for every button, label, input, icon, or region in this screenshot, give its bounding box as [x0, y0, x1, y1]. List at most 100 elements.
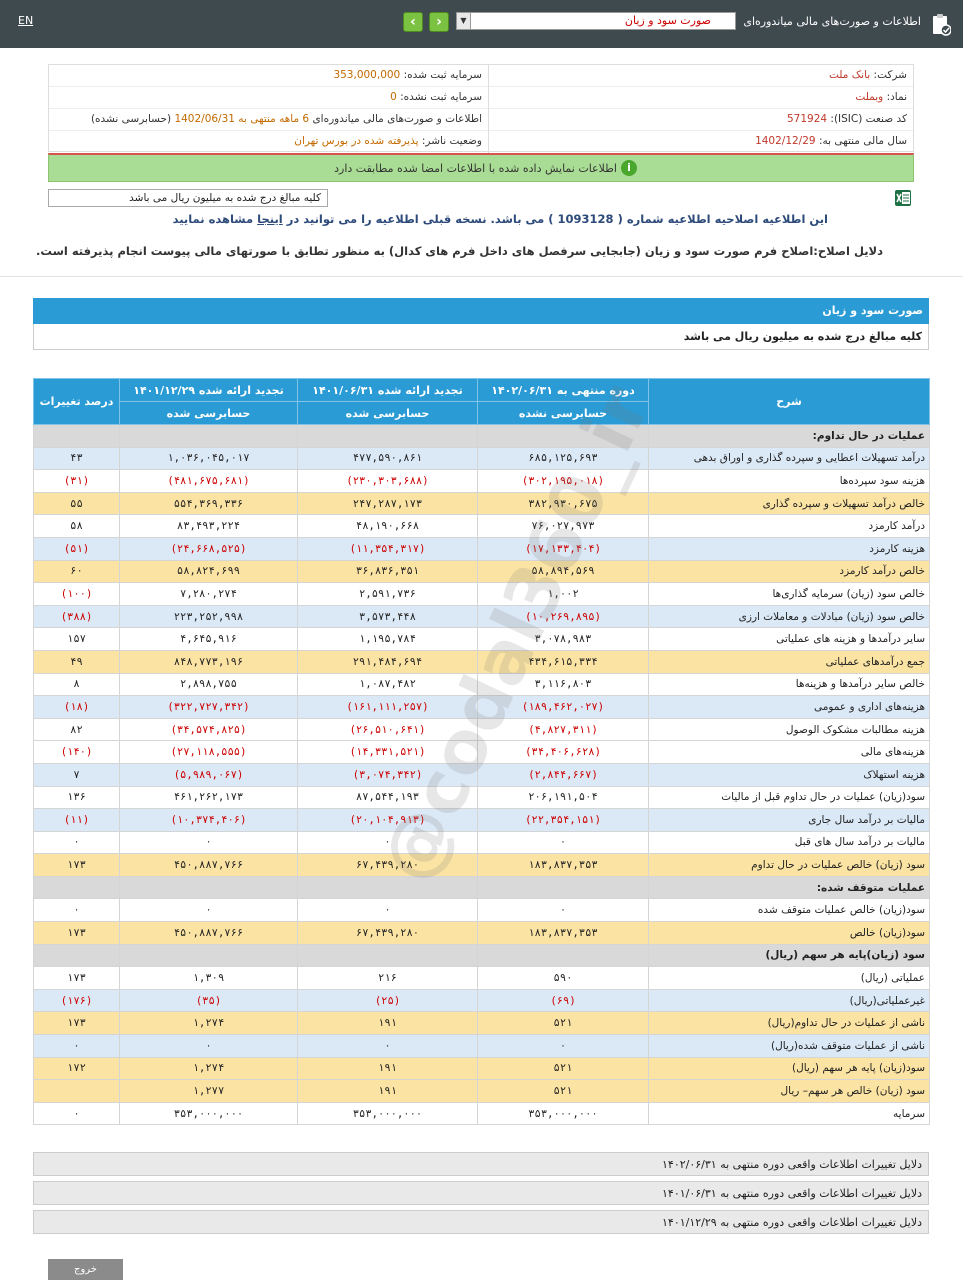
table-row: سود(زیان) عملیات در حال تداوم قبل از مال… [33, 785, 930, 810]
table-row: درآمد کارمزد ۷۶,۰۲۷,۹۷۳ ۴۸,۱۹۰,۶۶۸ ۸۳,۴۹۳,۲… [33, 514, 930, 538]
cell-c3: ۸۳,۴۹۳,۲۲۴ [119, 514, 298, 538]
cell-c2: ۱۹۱ [297, 1079, 478, 1103]
cell-c2: ۰ [297, 1034, 478, 1058]
excel-export-icon[interactable] [894, 189, 912, 207]
unregistered-capital-value: 0 [390, 91, 397, 103]
cell-c1: ۵۲۱ [477, 1079, 649, 1103]
cell-c1: ۵۲۱ [477, 1056, 649, 1081]
table-row: سود (زیان) خالص هر سهم– ریال ۵۲۱ ۱۹۱ ۱,۲۷۷ [33, 1079, 930, 1103]
cell-c2: ۲۴۷,۲۸۷,۱۷۳ [297, 491, 478, 516]
cell-c4: ۸ [33, 672, 120, 697]
cell-c3: ۰ [119, 1034, 298, 1058]
table-row: خالص درآمد تسهیلات و سپرده گذاری ۳۸۲,۹۳۰,… [33, 491, 930, 516]
empty-cell [33, 424, 120, 448]
period-value: 6 ماهه منتهی به 1402/06/31 [174, 113, 310, 125]
change-reason-row[interactable]: دلایل تغییرات اطلاعات واقعی دوره منتهی ب… [33, 1181, 929, 1205]
verification-banner: i اطلاعات نمایش داده شده با اطلاعات امضا… [48, 153, 914, 182]
cell-c3: ۵۸,۸۲۴,۶۹۹ [119, 559, 298, 584]
symbol-value: وبملت [855, 91, 884, 103]
cell-c3: ۰ [119, 898, 298, 923]
cell-c4: (۳۸۸) [33, 604, 120, 629]
row-label: خالص سود (زیان) مبادلات و معاملات ارزی [648, 604, 930, 629]
exit-button[interactable]: خروج [48, 1259, 123, 1280]
row-label: هزینه کارمزد [648, 536, 930, 561]
cell-c1: (۴,۸۲۷,۳۱۱) [477, 717, 649, 742]
change-reason-row[interactable]: دلایل تغییرات اطلاعات واقعی دوره منتهی ب… [33, 1152, 929, 1176]
cell-c1: ۷۶,۰۲۷,۹۷۳ [477, 514, 649, 538]
period-note: (حسابرسی نشده) [90, 113, 172, 125]
cell-c2: ۲۱۶ [297, 966, 478, 990]
header-desc: شرح [648, 378, 930, 425]
row-label: سود(زیان) عملیات در حال تداوم قبل از مال… [648, 785, 930, 810]
cell-c4: ۵۸ [33, 514, 120, 538]
table-row: سود(زیان) پایه هر سهم (ریال) ۵۲۱ ۱۹۱ ۱,۲۷۴ ۱… [33, 1056, 930, 1081]
row-label: هزینه استهلاک [648, 762, 930, 787]
header-col4: درصد تغییرات [33, 378, 120, 425]
cell-c3: (۲۴,۶۶۸,۵۲۵) [119, 536, 298, 561]
cell-c2: (۱۴,۳۳۱,۵۲۱) [297, 740, 478, 764]
info-symbol: نماد: وبملت [489, 87, 913, 109]
header-col3: تجدید ارائه شده ۱۴۰۱/۱۲/۲۹ [119, 378, 298, 402]
cell-c2: ۰ [297, 830, 478, 855]
clipboard-check-icon [933, 14, 951, 36]
row-label: سود (زیان) خالص عملیات در حال تداوم [648, 853, 930, 877]
header-col2: تجدید ارائه شده ۱۴۰۱/۰۶/۳۱ [297, 378, 478, 402]
previous-version-link[interactable]: اینجا [257, 212, 283, 226]
cell-c1: ۴۳۴,۶۱۵,۳۳۴ [477, 649, 649, 674]
row-label: خالص درآمد تسهیلات و سپرده گذاری [648, 491, 930, 516]
page-title: اطلاعات و صورت‌های مالی میاندوره‌ای [743, 15, 921, 28]
cell-c1: ۳,۰۷۸,۹۸۳ [477, 627, 649, 651]
row-label: مالیات بر درآمد سال جاری [648, 808, 930, 832]
cell-c4: ۸۲ [33, 717, 120, 742]
row-label: سود (زیان) خالص هر سهم– ریال [648, 1079, 930, 1103]
report-type-select[interactable]: ▼ صورت سود و زیان [456, 12, 736, 30]
header-col2-sub: حسابرسی شده [297, 401, 478, 425]
cell-c1: ۰ [477, 830, 649, 855]
cell-c2: ۱۹۱ [297, 1056, 478, 1081]
unit-note: کلیه مبالغ درج شده به میلیون ریال می باش… [33, 324, 929, 350]
dropdown-arrow-icon[interactable]: ▼ [457, 13, 471, 29]
row-label: سود(زیان) خالص [648, 921, 930, 945]
cell-c4: (۳۱) [33, 469, 120, 493]
table-row: عملیاتی (ریال) ۵۹۰ ۲۱۶ ۱,۳۰۹ ۱۷۳ [33, 966, 930, 990]
cell-c2: ۱۹۱ [297, 1011, 478, 1036]
cell-c2: ۴۸,۱۹۰,۶۶۸ [297, 514, 478, 538]
cell-c1: ۱۸۳,۸۳۷,۳۵۳ [477, 921, 649, 945]
info-unregistered-capital: سرمایه ثبت نشده: 0 [49, 87, 488, 109]
cell-c2: (۲۰,۱۰۴,۹۱۳) [297, 808, 478, 832]
cell-c3: ۱,۳۰۹ [119, 966, 298, 990]
change-reason-row[interactable]: دلایل تغییرات اطلاعات واقعی دوره منتهی ب… [33, 1210, 929, 1234]
cell-c4: ۰ [33, 1034, 120, 1058]
amount-unit-box: کلیه مبالغ درج شده به میلیون ریال می باش… [48, 189, 328, 207]
empty-cell [477, 943, 649, 968]
table-row: جمع درآمدهای عملیاتی ۴۳۴,۶۱۵,۳۳۴ ۲۹۱,۴۸۴,۶… [33, 649, 930, 674]
cell-c3: (۱۰,۳۷۴,۴۰۶) [119, 808, 298, 832]
fiscal-label: سال مالی منتهی به: [818, 135, 907, 147]
report-type-selected: صورت سود و زیان [624, 14, 711, 27]
cell-c2: ۳۶,۸۳۶,۳۵۱ [297, 559, 478, 584]
cell-c3: (۳۵) [119, 988, 298, 1013]
cell-c1: (۳۰۲,۱۹۵,۰۱۸) [477, 469, 649, 493]
cell-c1: ۰ [477, 1034, 649, 1058]
cell-c2: ۱,۰۸۷,۴۸۲ [297, 672, 478, 697]
cell-c4: ۵۵ [33, 491, 120, 516]
cell-c1: ۵۹۰ [477, 966, 649, 990]
cell-c2: ۸۷,۵۴۴,۱۹۳ [297, 785, 478, 810]
row-label: خالص سود (زیان) سرمایه گذاری‌ها [648, 582, 930, 606]
cell-c4: ۰ [33, 1101, 120, 1126]
fiscal-value: 1402/12/29 [755, 135, 816, 147]
cell-c3: ۵۵۴,۳۶۹,۳۳۶ [119, 491, 298, 516]
isic-value: 571924 [786, 113, 828, 125]
cell-c4: (۱۱) [33, 808, 120, 832]
empty-cell [119, 875, 298, 900]
cell-c3: ۴,۶۴۵,۹۱۶ [119, 627, 298, 651]
table-row: هزینه کارمزد (۱۷,۱۳۳,۴۰۴) (۱۱,۳۵۴,۳۱۷) (۲۴,… [33, 536, 930, 561]
cell-c3: (۳۲۲,۷۲۷,۳۴۲) [119, 695, 298, 719]
language-toggle[interactable]: EN [18, 14, 34, 27]
period-label: اطلاعات و صورت‌های مالی میاندوره‌ای [312, 113, 482, 125]
chevron-left-icon[interactable]: ‹ [403, 12, 423, 32]
cell-c4: ۷ [33, 762, 120, 787]
chevron-right-icon[interactable]: › [429, 12, 449, 32]
cell-c3: ۱,۲۷۴ [119, 1056, 298, 1081]
status-value: پذیرفته شده در بورس تهران [294, 135, 419, 147]
